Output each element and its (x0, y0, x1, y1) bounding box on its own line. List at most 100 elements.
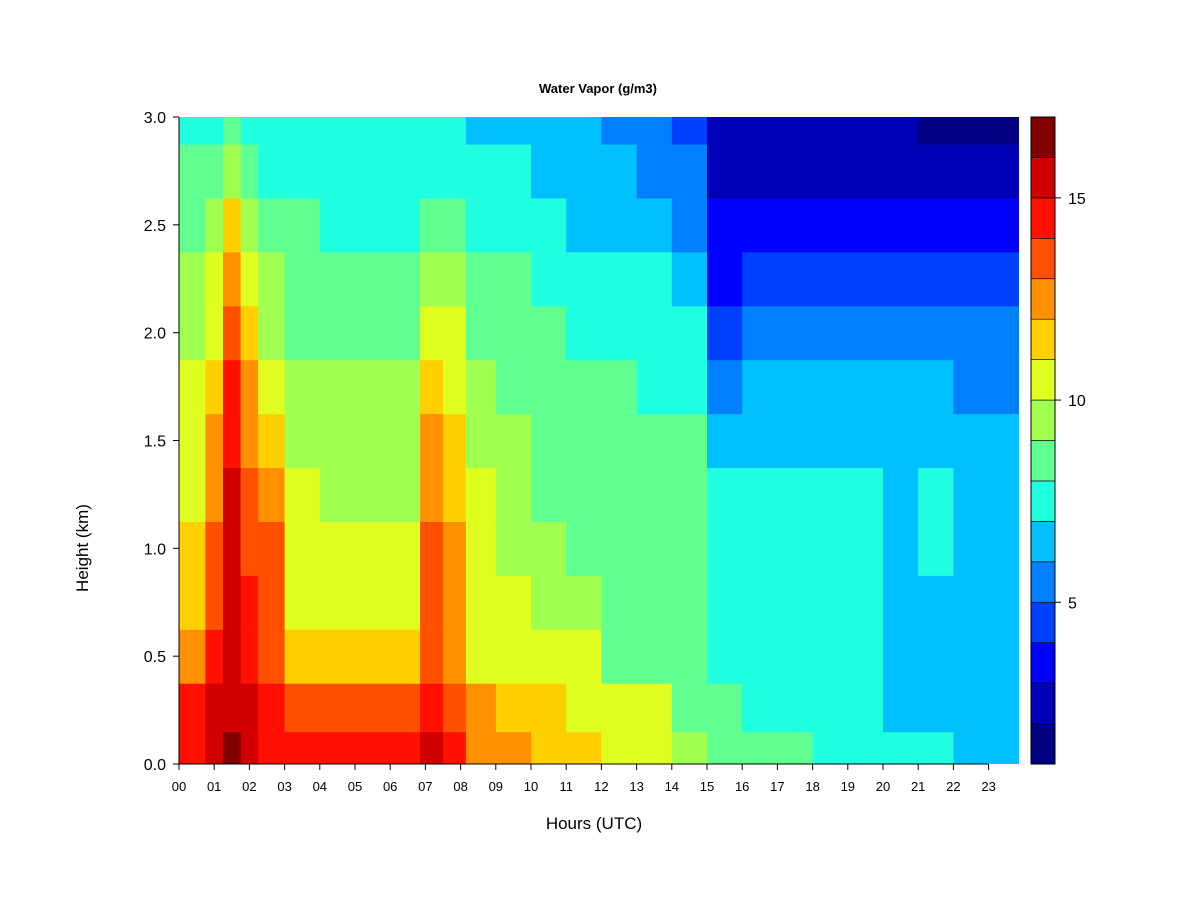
heatmap-cell (953, 575, 990, 630)
heatmap-cell (883, 731, 919, 764)
heatmap-cell (777, 521, 814, 576)
heatmap-cell (223, 629, 242, 684)
heatmap-cell (531, 359, 567, 415)
heatmap-cell (205, 359, 224, 415)
heatmap-cell (495, 143, 532, 199)
heatmap-cell (319, 143, 356, 199)
heatmap-cell (707, 251, 743, 307)
y-axis-ticks: 0.0 0.5 1.0 1.5 2.0 2.5 3.0 (144, 110, 179, 774)
heatmap-cell (443, 305, 467, 361)
heatmap-cell (953, 117, 990, 145)
colorbar-swatch (1030, 278, 1056, 320)
x-tick-label: 13 (629, 779, 643, 794)
heatmap-cell (223, 117, 242, 145)
heatmap-cell (390, 197, 421, 253)
heatmap-cell (777, 575, 814, 630)
heatmap-cell (531, 117, 567, 145)
heatmap-cell (988, 629, 1019, 684)
heatmap-cell (953, 251, 990, 307)
heatmap-cell (918, 629, 954, 684)
colorbar-swatch (1030, 238, 1056, 280)
heatmap-cell (777, 117, 814, 145)
heatmap-cell (443, 251, 467, 307)
heatmap-cell (953, 197, 990, 253)
heatmap-cell (742, 359, 778, 415)
heatmap-cell (258, 629, 286, 684)
heatmap-cell (531, 521, 567, 576)
heatmap-cell (179, 575, 206, 630)
heatmap-cell (601, 117, 638, 145)
heatmap-cell (531, 143, 567, 199)
x-tick-label: 09 (489, 779, 503, 794)
heatmap-cell (636, 575, 673, 630)
heatmap-cell (223, 143, 242, 199)
heatmap-cell (707, 413, 743, 469)
heatmap-cell (671, 413, 708, 469)
colorbar-swatch (1030, 682, 1056, 724)
heatmap-cell (258, 143, 286, 199)
heatmap-cell (240, 521, 259, 576)
heatmap-cell (707, 117, 743, 145)
heatmap-cell (355, 197, 391, 253)
heatmap-cell (240, 197, 259, 253)
colorbar-swatch (1030, 116, 1056, 158)
heatmap-cell (390, 251, 421, 307)
heatmap-cell (223, 731, 242, 764)
heatmap-cell (284, 305, 321, 361)
heatmap-cell (812, 575, 849, 630)
x-tick-label: 21 (911, 779, 925, 794)
heatmap-cell (319, 251, 356, 307)
heatmap-cell (531, 629, 567, 684)
heatmap-cell (601, 731, 638, 764)
heatmap-cells (179, 117, 1019, 764)
heatmap-cell (847, 197, 884, 253)
heatmap-cell (988, 197, 1019, 253)
y-axis-label: Height (km) (73, 504, 92, 592)
heatmap-cell (707, 143, 743, 199)
colorbar-tick-label: 10 (1068, 393, 1086, 410)
heatmap-cell (918, 117, 954, 145)
heatmap-cell (495, 305, 532, 361)
heatmap-cell (465, 575, 497, 630)
heatmap-cell (988, 413, 1019, 469)
heatmap-cell (777, 143, 814, 199)
heatmap-cell (319, 575, 356, 630)
heatmap-cell (812, 629, 849, 684)
heatmap-cell (918, 251, 954, 307)
heatmap-cell (988, 683, 1019, 733)
heatmap-cell (671, 197, 708, 253)
heatmap-cell (205, 117, 224, 145)
heatmap-cell (988, 521, 1019, 576)
x-tick-label: 14 (665, 779, 679, 794)
heatmap-cell (319, 467, 356, 522)
heatmap-cell (988, 575, 1019, 630)
heatmap-cell (847, 413, 884, 469)
heatmap-cell (355, 731, 391, 764)
heatmap-cell (636, 359, 673, 415)
heatmap-cell (390, 521, 421, 576)
heatmap-cell (495, 197, 532, 253)
heatmap-cell (223, 305, 242, 361)
heatmap-cell (420, 143, 444, 199)
heatmap-cell (443, 629, 467, 684)
x-tick-label: 07 (418, 779, 432, 794)
heatmap-cell (179, 143, 206, 199)
heatmap-cell (671, 143, 708, 199)
heatmap-cell (812, 683, 849, 733)
heatmap-cell (179, 413, 206, 469)
heatmap-cell (953, 629, 990, 684)
heatmap-cell (601, 197, 638, 253)
colorbar-swatch (1030, 642, 1056, 684)
heatmap-cell (601, 305, 638, 361)
heatmap-cell (284, 197, 321, 253)
heatmap-cell (812, 251, 849, 307)
heatmap-cell (355, 359, 391, 415)
colorbar-tick-label: 5 (1068, 595, 1077, 612)
heatmap-cell (240, 731, 259, 764)
heatmap-cell (179, 251, 206, 307)
heatmap-cell (812, 143, 849, 199)
heatmap-cell (223, 683, 242, 733)
heatmap-cell (284, 143, 321, 199)
x-tick-label: 08 (453, 779, 467, 794)
heatmap-cell (883, 521, 919, 576)
